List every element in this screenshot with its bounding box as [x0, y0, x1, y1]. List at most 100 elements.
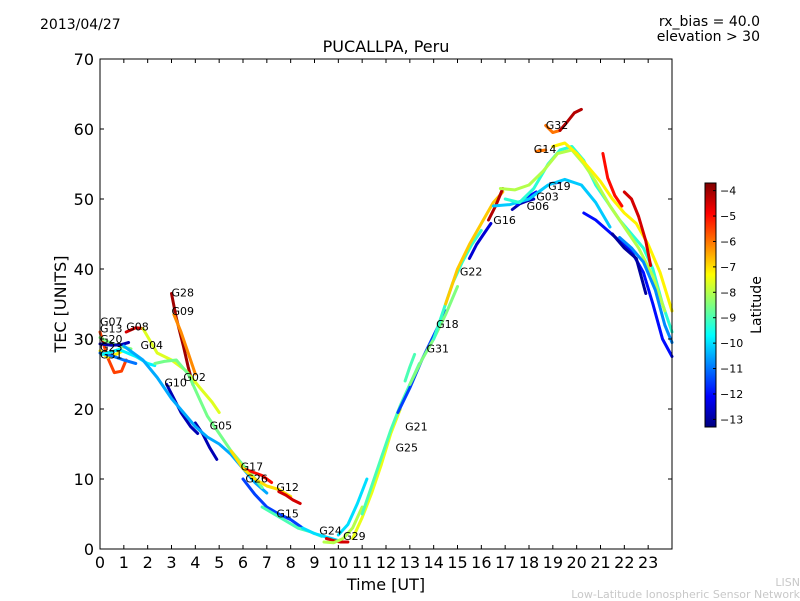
- elevation-label: elevation > 30: [656, 29, 760, 45]
- annotation-G10: G10: [164, 377, 187, 390]
- annotation-G14: G14: [534, 143, 557, 156]
- y-axis-label: TEC [UNITS]: [51, 256, 70, 354]
- annotation-G23: G23: [100, 341, 123, 354]
- series-G32b: [558, 107, 583, 132]
- annotation-G04: G04: [141, 339, 164, 352]
- x-tick-label-0: 0: [95, 553, 105, 572]
- series-G19g: [610, 232, 648, 295]
- x-tick-label-17: 17: [495, 553, 515, 572]
- annotation-G18: G18: [436, 318, 459, 331]
- series-G19f: [582, 211, 674, 358]
- annotation-G07: G07: [100, 316, 123, 329]
- x-tick-label-18: 18: [519, 553, 539, 572]
- series-G32: [544, 124, 562, 134]
- colorbar: [704, 182, 717, 428]
- x-tick-label-2: 2: [143, 553, 153, 572]
- annotation-G21: G21: [405, 421, 428, 434]
- x-tick-label-11: 11: [352, 553, 372, 572]
- annotation-G31: G31: [427, 342, 450, 355]
- footer-org-short: LISN: [775, 576, 800, 589]
- series-G07: [98, 330, 128, 375]
- series-G19c: [503, 145, 674, 334]
- x-tick-label-22: 22: [614, 553, 634, 572]
- x-tick-label-15: 15: [447, 553, 467, 572]
- colorbar-tick-label--8: −8: [720, 286, 736, 299]
- annotation-G12: G12: [276, 481, 299, 494]
- annotation-G32: G32: [546, 119, 569, 132]
- series-G12: [277, 490, 302, 505]
- x-tick-label-14: 14: [423, 553, 443, 572]
- series-G19i: [622, 190, 653, 267]
- series-G31c: [403, 352, 417, 383]
- footer-org-long: Low-Latitude Ionospheric Sensor Network: [571, 588, 800, 601]
- colorbar-tick-label--13: −13: [720, 413, 743, 426]
- series-G19b: [491, 177, 612, 229]
- series-G19j: [618, 236, 674, 344]
- plot-frame: [99, 58, 673, 550]
- series-G17: [241, 467, 274, 484]
- annotation-G20: G20: [100, 333, 123, 346]
- annotation-G26: G26: [245, 473, 268, 486]
- x-tick-label-23: 23: [638, 553, 658, 572]
- annotation-G19: G19: [548, 180, 571, 193]
- series-G16: [467, 222, 493, 260]
- y-tick-label-0: 0: [84, 540, 94, 559]
- x-tick-label-9: 9: [309, 553, 319, 572]
- annotation-G03: G03: [536, 190, 559, 203]
- annotation-G31: G31: [100, 349, 123, 362]
- series-G19h: [601, 152, 624, 208]
- annotation-G15: G15: [276, 508, 299, 521]
- x-tick-label-5: 5: [214, 553, 224, 572]
- x-tick-label-16: 16: [471, 553, 491, 572]
- x-tick-label-12: 12: [376, 553, 396, 572]
- annotation-G25: G25: [396, 442, 419, 455]
- colorbar-tick-label--9: −9: [720, 312, 736, 325]
- series-G22b: [444, 190, 505, 306]
- series-G09: [172, 313, 197, 376]
- x-tick-label-13: 13: [400, 553, 420, 572]
- series-G19e: [551, 141, 674, 313]
- annotation-G29: G29: [343, 530, 366, 543]
- x-tick-label-21: 21: [590, 553, 610, 572]
- colorbar-tick-label--7: −7: [720, 261, 736, 274]
- x-tick-label-1: 1: [119, 553, 129, 572]
- x-tick-label-7: 7: [262, 553, 272, 572]
- y-tick-label-30: 30: [74, 330, 94, 349]
- x-tick-label-19: 19: [543, 553, 563, 572]
- annotation-G22: G22: [460, 265, 483, 278]
- y-tick-label-50: 50: [74, 190, 94, 209]
- series-G06: [510, 197, 536, 211]
- x-tick-label-8: 8: [286, 553, 296, 572]
- rx-bias-label: rx_bias = 40.0: [658, 14, 760, 30]
- x-tick-label-4: 4: [190, 553, 200, 572]
- x-tick-label-6: 6: [238, 553, 248, 572]
- annotation-G02: G02: [183, 371, 206, 384]
- annotation-G28: G28: [172, 286, 195, 299]
- x-tick-label-10: 10: [328, 553, 348, 572]
- annotation-G13: G13: [100, 323, 123, 336]
- series-G08: [124, 326, 145, 334]
- series-G28: [170, 292, 195, 386]
- x-tick-label-20: 20: [566, 553, 586, 572]
- x-axis-label: Time [UT]: [346, 575, 425, 594]
- colorbar-tick-label--5: −5: [720, 210, 736, 223]
- y-tick-label-60: 60: [74, 120, 94, 139]
- y-tick-label-20: 20: [74, 400, 94, 419]
- annotation-G17: G17: [241, 461, 264, 474]
- annotation-G16: G16: [493, 214, 516, 227]
- series-G29c: [336, 477, 369, 537]
- series-G29b: [322, 505, 364, 545]
- y-tick-label-40: 40: [74, 260, 94, 279]
- colorbar-tick-label--11: −11: [720, 363, 743, 376]
- chart-title: PUCALLPA, Peru: [322, 37, 450, 56]
- annotation-G24: G24: [319, 524, 342, 537]
- date-label: 2013/04/27: [40, 17, 121, 33]
- x-tick-label-3: 3: [166, 553, 176, 572]
- series-G14: [534, 148, 548, 153]
- y-tick-label-70: 70: [74, 50, 94, 69]
- colorbar-tick-label--4: −4: [720, 185, 736, 198]
- colorbar-tick-label--10: −10: [720, 337, 743, 350]
- series-G10: [165, 383, 200, 435]
- annotation-G08: G08: [126, 321, 149, 334]
